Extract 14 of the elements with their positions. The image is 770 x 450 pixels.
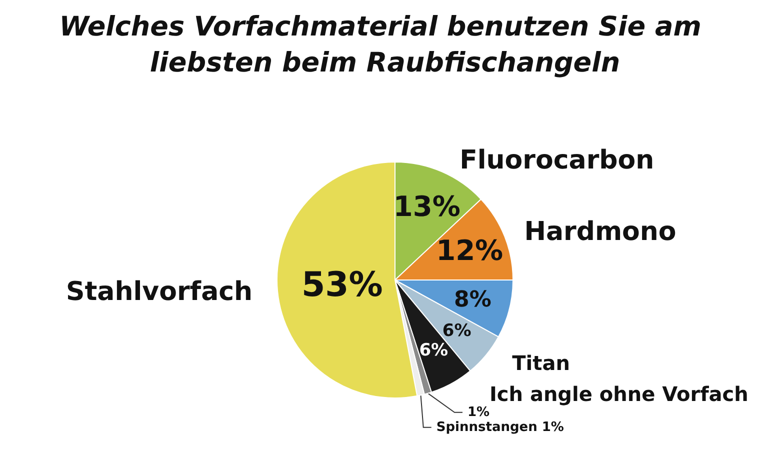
data-label: 13%: [393, 190, 460, 223]
slice-label: Stahlvorfach: [66, 277, 253, 308]
data-label: 6%: [419, 340, 448, 360]
data-label: 8%: [454, 287, 492, 312]
data-label: 1%: [468, 404, 490, 420]
slice-label: Fluorocarbon: [460, 146, 654, 176]
chart-title: Welches Vorfachmaterial benutzen Sie am liebsten beim Raubfischangeln: [59, 12, 711, 78]
data-label: 12%: [436, 234, 504, 267]
slice-label: Titan: [512, 350, 570, 375]
slice-label: Ich angle ohne Vorfach: [489, 382, 748, 406]
slice-label: Hardmono: [524, 217, 676, 248]
data-label: 6%: [442, 321, 472, 342]
slice-label: Spinnstangen 1%: [436, 420, 564, 435]
data-label: 53%: [301, 264, 383, 305]
